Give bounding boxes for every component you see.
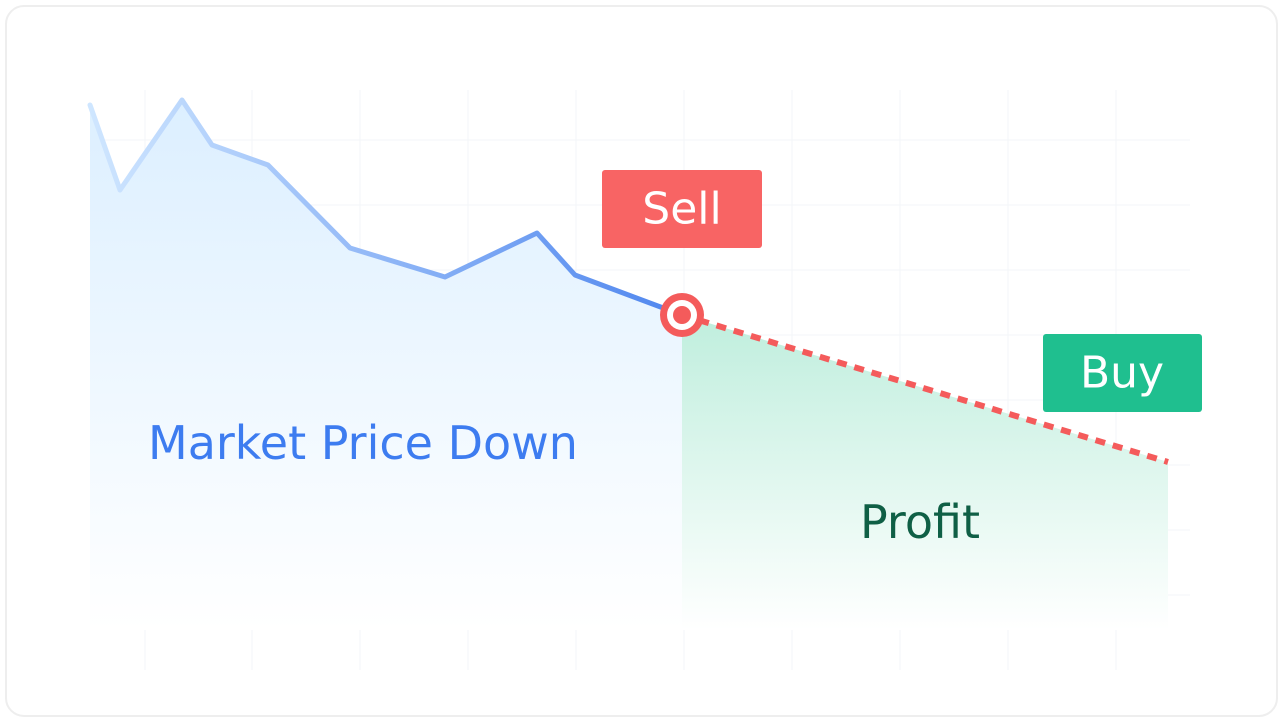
buy-label: Buy [1080, 348, 1164, 399]
profit-area [682, 315, 1168, 630]
trend-label: Market Price Down [148, 416, 578, 470]
profit-label: Profit [860, 495, 980, 549]
price-line [87, 97, 685, 318]
target-line [681, 312, 1169, 465]
sell-badge [602, 170, 762, 248]
price-area [90, 100, 682, 630]
sell-point-center [673, 306, 691, 324]
sell-label: Sell [642, 184, 721, 235]
buy-badge [1043, 334, 1202, 412]
